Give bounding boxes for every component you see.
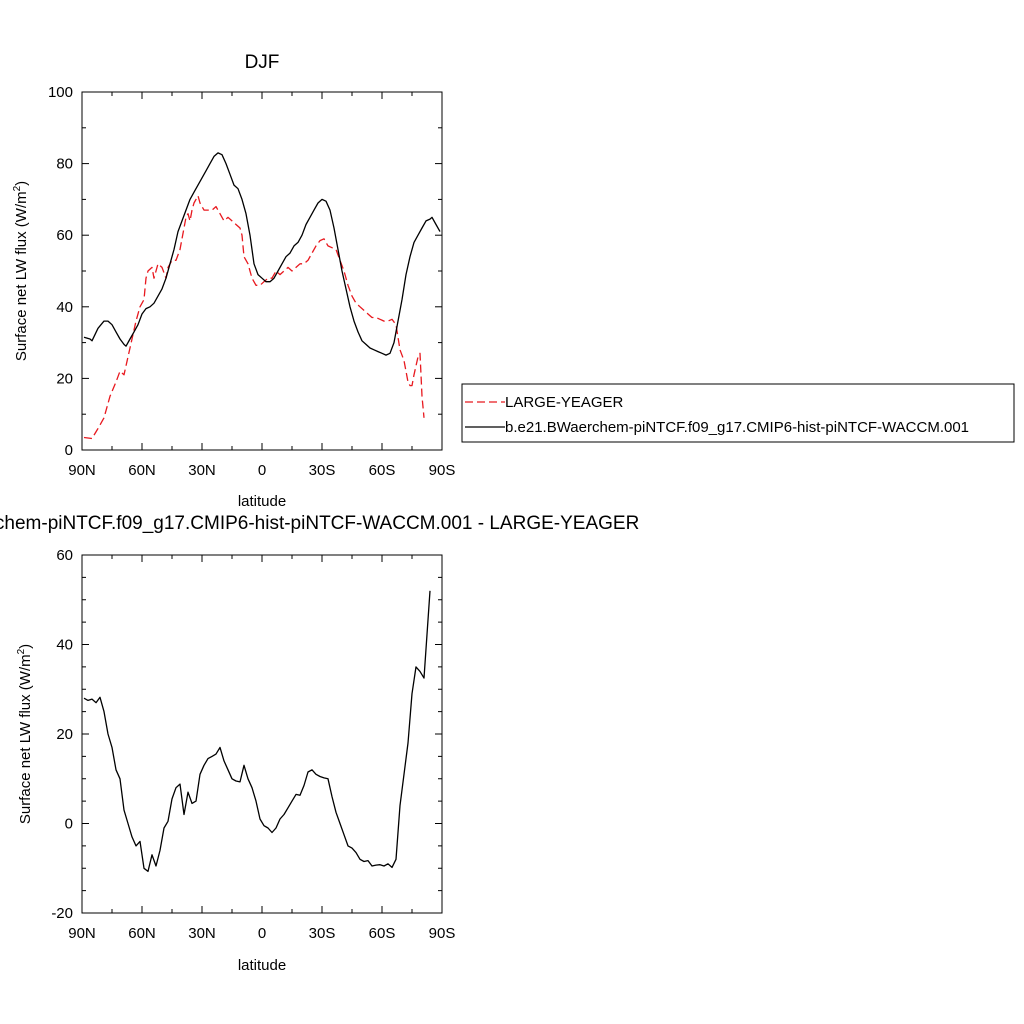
panel2-ylabel-main: Surface net LW flux (W/m <box>17 654 34 824</box>
y-tick-label: 20 <box>56 726 73 743</box>
panel2-series <box>83 590 431 873</box>
x-tick-label: 60S <box>369 462 396 479</box>
y-tick-label: 60 <box>56 227 73 244</box>
panel1-tick-labels: 90N 60N 30N 0 30S 60S 90S 0 20 40 60 80 100 <box>48 84 455 479</box>
legend-label-waccm: b.e21.BWaerchem-piNTCF.f09_g17.CMIP6-his… <box>505 419 969 436</box>
panel1-title: DJF <box>245 52 280 73</box>
y-tick-label: 40 <box>56 299 73 316</box>
x-tick-label: 30S <box>309 462 336 479</box>
x-tick-label: 90N <box>68 462 96 479</box>
series-line-0-1 <box>83 152 441 356</box>
x-tick-label: 90S <box>429 925 456 942</box>
panel2-frame <box>81 554 443 914</box>
legend: LARGE-YEAGER b.e21.BWaerchem-piNTCF.f09_… <box>461 383 1015 443</box>
x-tick-label: 60N <box>128 462 156 479</box>
panel-djf: DJF 90N 60N 30N 0 30S 60S 90S 0 20 40 60 80 100 lati… <box>12 52 455 510</box>
series-line-1-0 <box>83 590 431 873</box>
panel1-ylabel-sup: 2 <box>12 185 23 191</box>
y-tick-label: 100 <box>48 84 73 101</box>
x-tick-label: 0 <box>258 462 266 479</box>
panel1-ylabel-main: Surface net LW flux (W/m <box>13 191 30 361</box>
panel2-tick-labels: 90N 60N 30N 0 30S 60S 90S -20 0 20 40 60 <box>51 547 455 942</box>
y-tick-label: 20 <box>56 370 73 387</box>
panel2-ylabel-close: ) <box>17 644 34 649</box>
panel-difference: b.e21.BWaerchem-piNTCF.f09_g17.CMIP6-his… <box>0 513 639 974</box>
panel1-x-axis-label: latitude <box>238 493 286 510</box>
x-tick-label: 90N <box>68 925 96 942</box>
panel1-ticks <box>81 91 443 451</box>
y-tick-label: 60 <box>56 547 73 564</box>
x-tick-label: 30N <box>188 462 216 479</box>
x-tick-label: 60S <box>369 925 396 942</box>
y-tick-label: -20 <box>51 905 73 922</box>
legend-box <box>461 383 1015 443</box>
panel1-frame <box>81 91 443 451</box>
x-tick-label: 30N <box>188 925 216 942</box>
y-tick-label: 0 <box>65 442 73 459</box>
panel1-ylabel-close: ) <box>13 181 30 186</box>
x-tick-label: 30S <box>309 925 336 942</box>
panel2-x-axis-label: latitude <box>238 957 286 974</box>
y-tick-label: 0 <box>65 816 73 833</box>
panel2-ylabel-sup: 2 <box>16 648 27 654</box>
x-tick-label: 90S <box>429 462 456 479</box>
x-tick-label: 60N <box>128 925 156 942</box>
legend-label-large-yeager: LARGE-YEAGER <box>505 394 624 411</box>
y-tick-label: 40 <box>56 637 73 654</box>
panel2-title: b.e21.BWaerchem-piNTCF.f09_g17.CMIP6-his… <box>0 513 639 534</box>
panel2-y-axis-label: Surface net LW flux (W/m2) <box>16 644 34 824</box>
panel1-y-axis-label: Surface net LW flux (W/m2) <box>12 181 30 361</box>
panel1-series <box>83 152 441 440</box>
x-tick-label: 0 <box>258 925 266 942</box>
y-tick-label: 80 <box>56 156 73 173</box>
